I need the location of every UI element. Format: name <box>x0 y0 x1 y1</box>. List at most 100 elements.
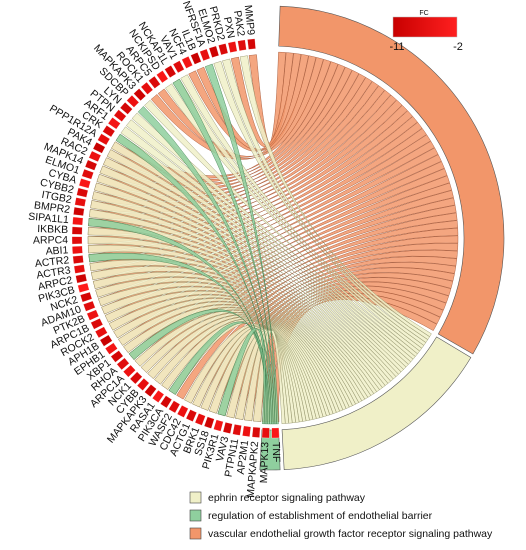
fc-box-pak4-20 <box>92 141 106 154</box>
fc-box-brk1-54 <box>194 413 206 426</box>
ribbon-vascular-endothelial-growth-factor-receptor-signaling-pathway-ncf4 <box>188 54 309 152</box>
fc-box-elmo2-4 <box>208 45 220 58</box>
fc-box-itgb2-26 <box>74 197 87 207</box>
fc-box-lyn-15 <box>119 102 133 115</box>
gene-label-abi1-31: ABI1 <box>45 244 69 257</box>
gene-label-mmp9-0: MMP9 <box>242 4 257 36</box>
fc-box-cybb-47 <box>136 378 150 391</box>
fc-box-mmp9-0 <box>247 38 256 50</box>
gene-label-ap2m1-59: AP2M1 <box>235 439 251 475</box>
fc-box-mapk13-61 <box>261 427 270 439</box>
fc-box-il1b-6 <box>190 52 202 65</box>
fc-box-aph1b-41 <box>99 334 113 347</box>
fc-box-prkd2-3 <box>218 43 229 56</box>
fc-scale-bar <box>392 16 458 38</box>
fc-box-actr3-33 <box>73 264 86 274</box>
fc-scale-max-label: -2 <box>453 41 463 53</box>
fc-box-ncf4-7 <box>181 56 193 69</box>
term-arc-vascular-endothelial-growth-factor-receptor-signaling-pathway <box>278 5 505 355</box>
fc-box-pik3r1-56 <box>213 419 224 432</box>
legend-label-regulation-of-establishment-of-endothelial-barrier: regulation of establishment of endotheli… <box>208 510 433 522</box>
fc-box-xbp1-43 <box>110 350 124 363</box>
fc-box-rhoa-44 <box>116 357 130 371</box>
gene-label-vav3-57: VAV3 <box>214 435 231 463</box>
fc-box-elmo1-23 <box>81 168 94 180</box>
fc-box-vav1-8 <box>172 60 185 74</box>
gene-label-arpc4-30: ARPC4 <box>33 234 68 246</box>
fc-box-sipa1l1-28 <box>72 216 84 226</box>
fc-box-rock1-12 <box>140 81 154 95</box>
gene-label-sipa1l1-28: SIPA1L1 <box>28 211 70 226</box>
ribbon-vascular-endothelial-growth-factor-receptor-signaling-pathway-pxn <box>230 52 294 147</box>
fc-box-pxn-2 <box>227 41 238 53</box>
fc-box-ikbkb-29 <box>71 226 83 235</box>
fc-box-ptpn11-58 <box>232 424 242 436</box>
fc-box-ephb1-42 <box>104 342 118 355</box>
fc-box-rock2-40 <box>94 326 108 339</box>
fc-box-rac2-21 <box>88 150 102 162</box>
gene-label-bmpr2-27: BMPR2 <box>33 199 71 216</box>
fc-box-bmpr2-27 <box>73 207 85 216</box>
chord-ribbons <box>87 51 459 425</box>
fc-box-rasa1-49 <box>152 389 165 403</box>
fc-scale-title: FC <box>419 10 428 17</box>
fc-box-actr2-32 <box>72 255 84 264</box>
ribbon-vascular-endothelial-growth-factor-receptor-signaling-pathway-mapkapk3 <box>154 220 458 385</box>
gene-labels: MMP9PAK2PXNPRKD2ELMO2TNFRSF1AIL1BNCF4VAV… <box>28 0 282 498</box>
fc-box-ptpn-16 <box>113 109 127 122</box>
fc-box-pak2-1 <box>237 39 247 52</box>
fc-box-tnf-62 <box>271 427 280 439</box>
legend-swatch-regulation-of-establishment-of-endothelial-barrier <box>189 509 202 522</box>
gene-fc-boxes <box>71 38 280 439</box>
legend-swatch-vascular-endothelial-growth-factor-receptor-signaling-pathway <box>189 527 202 540</box>
fc-box-mapkapk3-13 <box>133 88 147 102</box>
fc-color-scale: FC -11 -2 <box>389 10 462 53</box>
fc-box-arpc2-34 <box>75 273 88 284</box>
gene-label-pak2-1: PAK2 <box>231 10 247 38</box>
fc-box-nck2-36 <box>80 291 93 303</box>
term-arc-ephrin-receptor-signaling-pathway <box>281 336 472 470</box>
fc-box-arpc1a-45 <box>123 364 136 378</box>
fc-box-mapk14-22 <box>84 159 98 171</box>
fc-box-ptk2b-38 <box>86 309 100 321</box>
legend-label-ephrin-receptor-signaling-pathway: ephrin receptor signaling pathway <box>208 492 366 504</box>
legend: ephrin receptor signaling pathway regulat… <box>189 491 493 540</box>
gene-label-ikbkb-29: IKBKB <box>37 223 68 236</box>
legend-swatch-ephrin-receptor-signaling-pathway <box>189 491 202 504</box>
fc-box-ap2m1-59 <box>242 425 252 437</box>
fc-box-cdc42-52 <box>176 405 189 418</box>
ribbon-vascular-endothelial-growth-factor-receptor-signaling-pathway-wasf2 <box>176 243 459 400</box>
ribbon-vascular-endothelial-growth-factor-receptor-signaling-pathway-cybb <box>147 212 458 379</box>
fc-box-cybb2-25 <box>76 187 89 198</box>
fc-box-mapkapk3-48 <box>144 384 157 398</box>
fc-box-actg1-53 <box>185 409 197 422</box>
fc-box-cyba-24 <box>78 178 91 189</box>
fc-box-mapkapk2-60 <box>251 426 261 438</box>
gene-label-actr3-33: ACTR3 <box>36 264 72 281</box>
fc-box-crk-18 <box>102 125 116 138</box>
gene-label-mapkapk2-60: MAPKAPK2 <box>245 441 262 499</box>
fc-box-vav3-57 <box>222 422 233 434</box>
fc-box-wasf2-51 <box>168 400 181 414</box>
ribbon-vascular-endothelial-growth-factor-receptor-signaling-pathway-arpc5 <box>157 55 317 158</box>
fc-box-arpc1b-39 <box>90 318 104 330</box>
fc-box-abi1-31 <box>72 245 83 255</box>
fc-box-arpc5-11 <box>148 75 161 89</box>
gene-label-tnf-62: TNF <box>270 442 282 463</box>
fc-box-sdcbp-14 <box>126 94 140 108</box>
fc-box-nckipsd-10 <box>156 70 169 84</box>
fc-box-arf1-17 <box>107 117 121 130</box>
gene-label-mapk13-61: MAPK13 <box>258 442 271 484</box>
fc-box-pik3cb-35 <box>77 282 90 293</box>
legend-label-vascular-endothelial-growth-factor-receptor-signaling-pathway: vascular endothelial growth factor recep… <box>208 528 493 540</box>
fc-box-arpc4-30 <box>71 236 83 245</box>
gene-label-actr2-32: ACTR2 <box>34 254 70 270</box>
fc-box-ppp1r12a-19 <box>97 133 111 146</box>
term-arcs <box>259 5 505 471</box>
fc-box-nckap1l-9 <box>164 65 177 78</box>
fc-box-adam10-37 <box>83 300 96 312</box>
fc-box-ss18-55 <box>203 416 215 429</box>
fc-scale-min-label: -11 <box>389 41 404 53</box>
fc-box-pik3ca-50 <box>160 395 173 409</box>
